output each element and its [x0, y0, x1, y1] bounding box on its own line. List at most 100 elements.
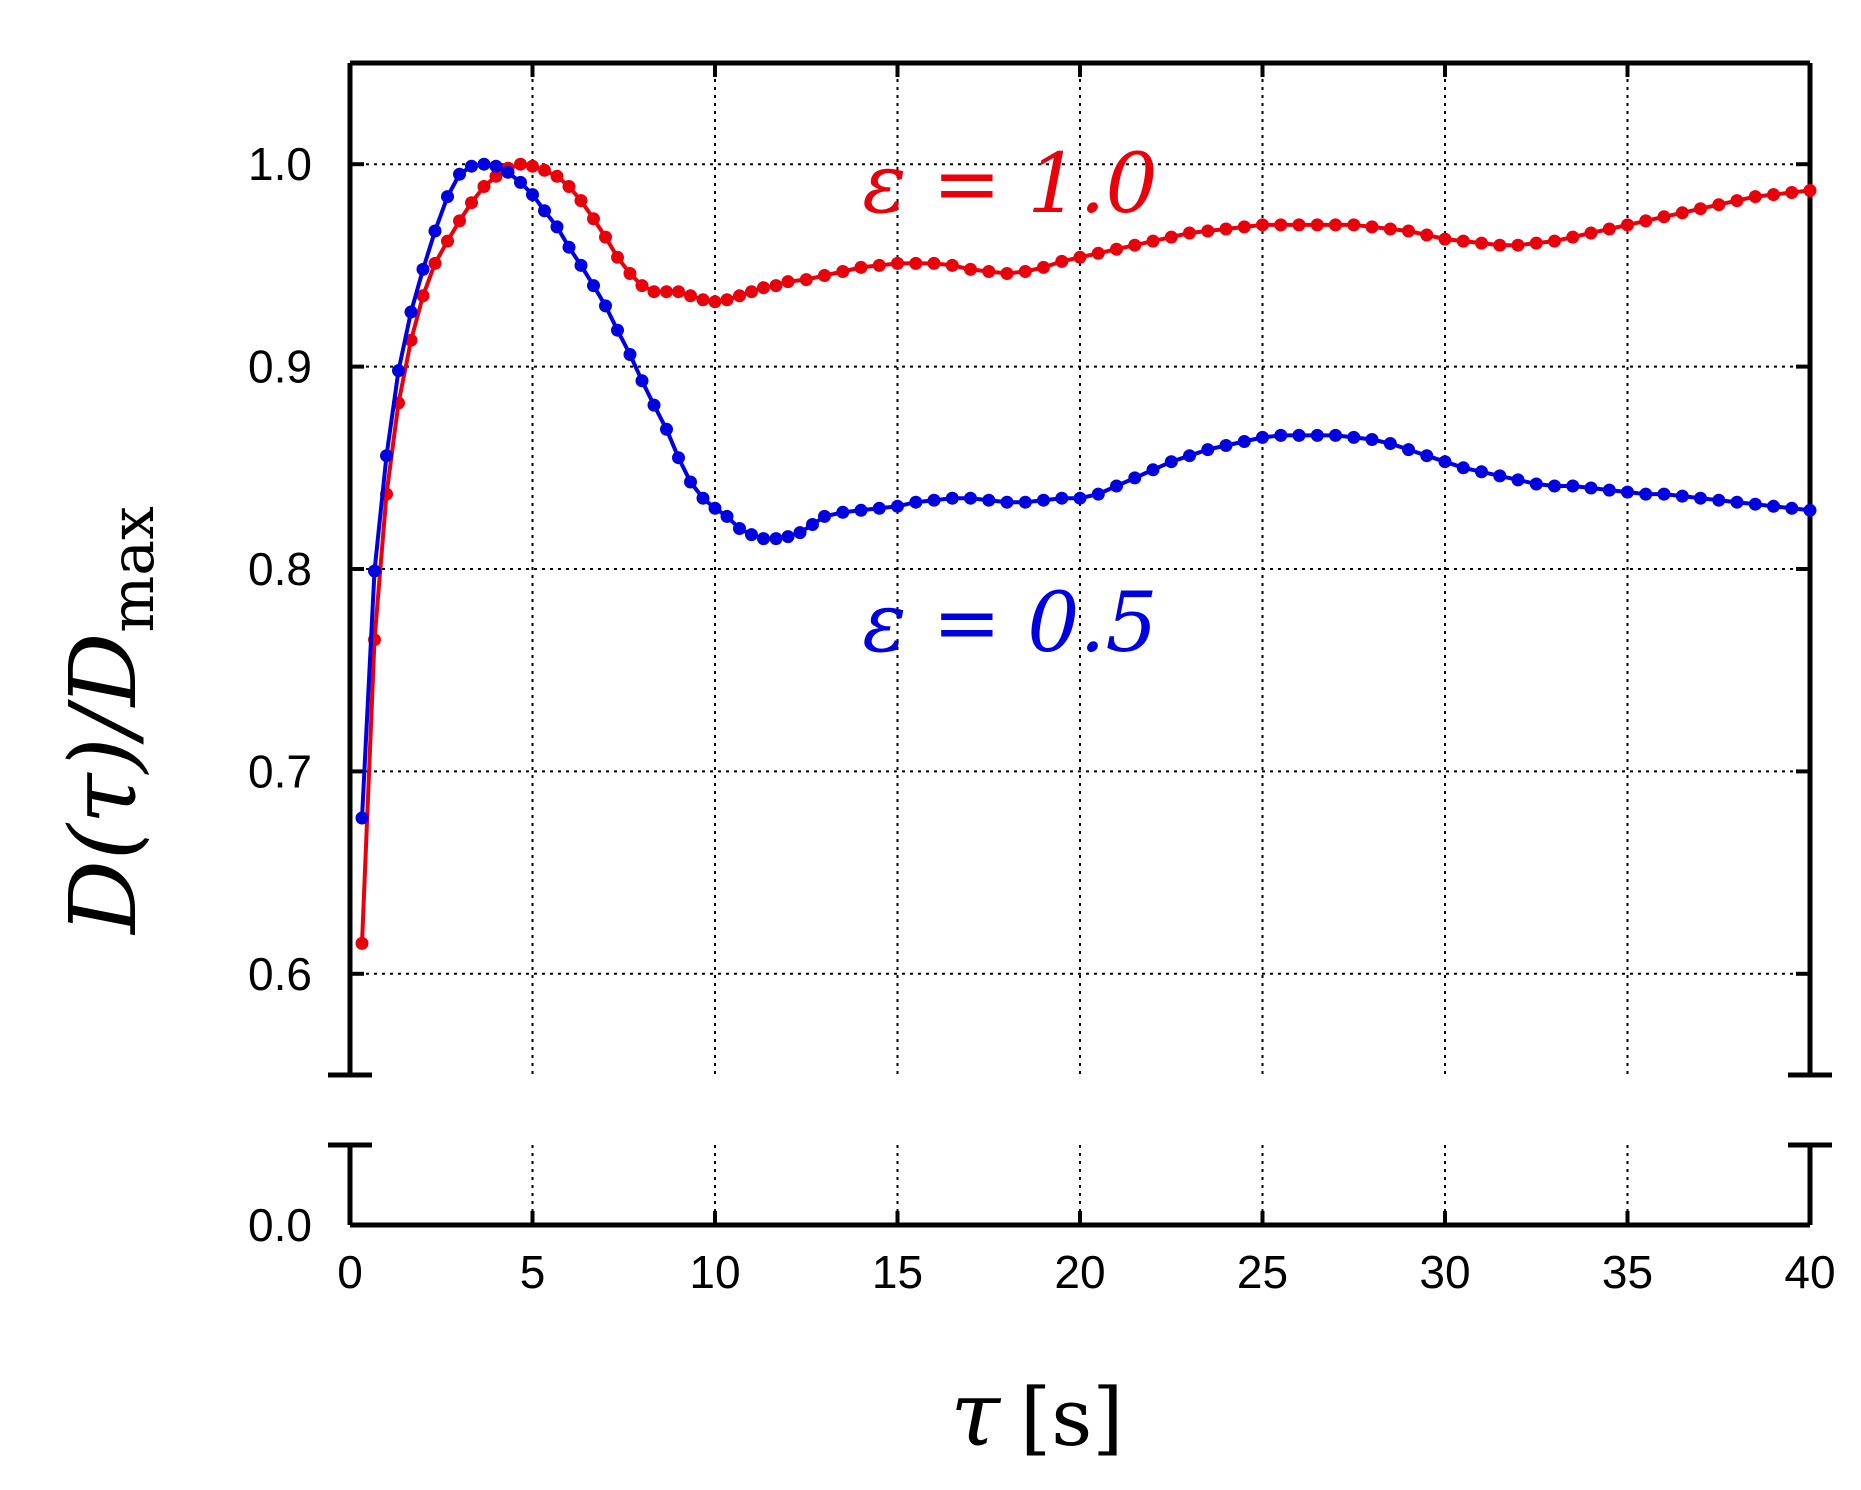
- data-point: [1164, 230, 1178, 244]
- data-point: [1767, 188, 1780, 202]
- data-point: [428, 224, 442, 238]
- data-point: [781, 530, 795, 544]
- data-point: [1329, 428, 1342, 442]
- data-point: [696, 293, 710, 307]
- data-point: [660, 285, 673, 299]
- data-point: [574, 258, 588, 272]
- data-point: [550, 169, 564, 183]
- data-point: [1164, 455, 1178, 469]
- data-point: [1237, 220, 1251, 234]
- data-point: [355, 811, 369, 825]
- data-point: [1000, 495, 1014, 509]
- y-tick-label: 0.6: [248, 948, 312, 1000]
- data-point: [1018, 495, 1032, 509]
- data-point: [635, 279, 649, 293]
- data-point: [1383, 437, 1397, 450]
- data-point: [708, 295, 722, 309]
- data-point: [587, 279, 600, 293]
- data-point: [1712, 493, 1726, 507]
- data-point: [1310, 428, 1324, 442]
- data-point: [1694, 202, 1707, 216]
- data-point: [1219, 439, 1233, 452]
- data-point: [1475, 465, 1488, 479]
- data-point: [1000, 267, 1014, 280]
- data-point: [836, 505, 850, 519]
- data-point: [1146, 234, 1160, 248]
- data-point: [1438, 232, 1452, 246]
- data-point: [1037, 260, 1050, 274]
- data-point: [836, 265, 850, 278]
- data-point: [1639, 487, 1653, 501]
- data-point: [745, 285, 758, 299]
- data-point: [660, 422, 673, 436]
- y-axis-title-text: D(τ)/Dmax: [50, 506, 168, 936]
- data-point: [1128, 238, 1142, 252]
- data-point: [647, 398, 661, 412]
- data-point: [416, 289, 430, 303]
- data-point: [1292, 218, 1306, 232]
- series-group: [355, 157, 1817, 950]
- data-point: [1475, 236, 1488, 250]
- data-point: [623, 348, 637, 361]
- data-point: [489, 169, 503, 183]
- data-point: [1675, 206, 1689, 220]
- data-point: [514, 157, 527, 171]
- data-point: [1219, 222, 1233, 236]
- data-point: [1402, 443, 1415, 457]
- data-point: [1584, 481, 1598, 495]
- data-point: [1767, 499, 1780, 513]
- tick-labels: 0 5 10 15 20 25 30 35 40 0.0 0.6 0.7 0.8 0.9 1.0: [248, 138, 1836, 1298]
- data-point: [1365, 220, 1379, 234]
- data-point: [818, 269, 831, 282]
- data-point: [1365, 433, 1379, 446]
- y-tick-label: 0.8: [248, 543, 312, 595]
- data-point: [854, 260, 868, 274]
- y-axis-title-main: D(τ)/D: [50, 633, 157, 936]
- data-point: [1256, 430, 1269, 444]
- data-point: [1201, 224, 1215, 238]
- data-point: [781, 275, 795, 289]
- data-point: [1621, 218, 1634, 232]
- x-tick-label: 10: [689, 1246, 740, 1298]
- data-point: [1073, 491, 1087, 505]
- data-point: [1091, 487, 1105, 501]
- data-point: [599, 299, 612, 313]
- data-point: [368, 564, 381, 578]
- x-tick-label: 20: [1054, 1246, 1105, 1298]
- data-point: [1730, 495, 1744, 509]
- y-axis-title-subscript: max: [98, 506, 168, 633]
- data-point: [1183, 226, 1196, 240]
- data-point: [441, 234, 454, 248]
- data-point: [684, 289, 697, 303]
- data-point: [964, 491, 977, 505]
- data-point: [1803, 503, 1817, 517]
- data-point: [945, 491, 959, 505]
- data-point: [909, 495, 923, 509]
- data-point: [891, 499, 904, 513]
- data-point: [1347, 218, 1361, 232]
- data-point: [1548, 479, 1561, 493]
- data-point: [453, 167, 466, 181]
- data-point: [538, 204, 551, 218]
- data-point: [1639, 214, 1653, 228]
- x-axis-title: τ [s]: [950, 1362, 1123, 1467]
- data-point: [1073, 250, 1087, 264]
- data-point: [562, 180, 576, 193]
- data-point: [1055, 254, 1069, 268]
- data-point: [1237, 435, 1251, 448]
- data-point: [1347, 430, 1361, 444]
- data-point: [1420, 228, 1434, 242]
- data-point: [1657, 487, 1671, 501]
- data-point: [854, 503, 868, 517]
- data-point: [550, 220, 564, 234]
- tick-marks: [348, 63, 1812, 1227]
- data-point: [1803, 184, 1817, 197]
- data-point: [380, 449, 393, 463]
- data-point: [769, 279, 783, 293]
- data-point: [927, 256, 941, 270]
- data-point: [647, 285, 661, 299]
- data-point: [1110, 242, 1123, 256]
- data-point: [799, 273, 813, 287]
- data-point: [477, 157, 491, 171]
